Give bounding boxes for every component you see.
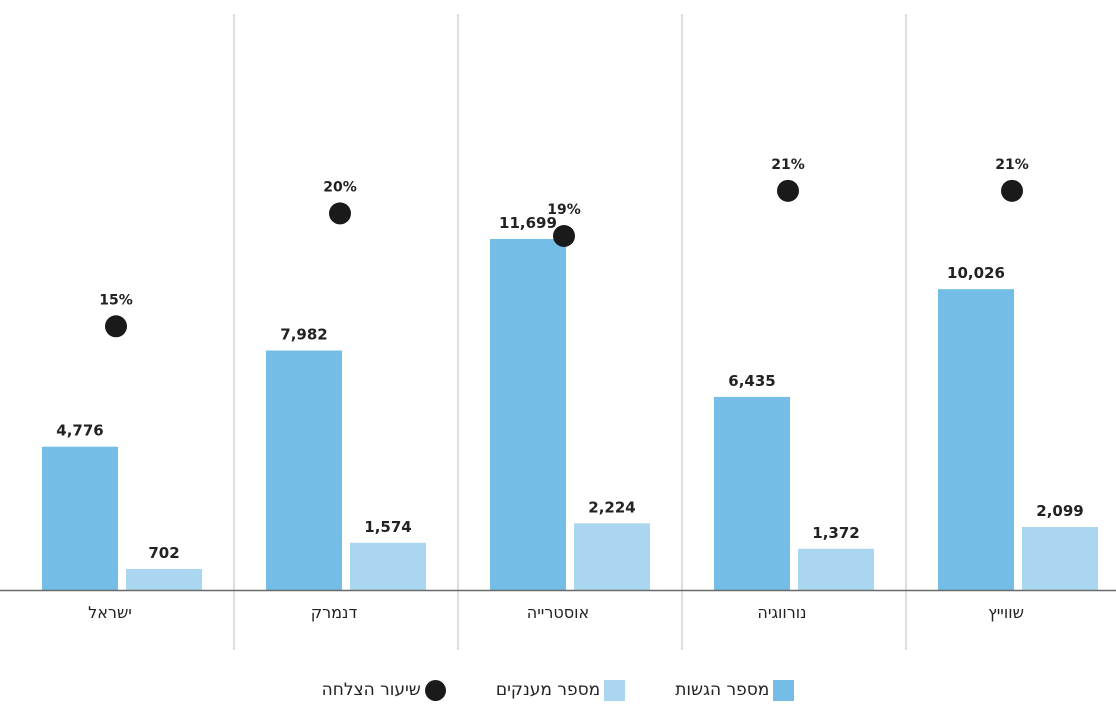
- success-rate-dot: [777, 179, 799, 202]
- legend-item-grantees: מספר מענקים: [495, 679, 626, 701]
- legend-item-success-rate: שיעור הצלחה: [321, 679, 446, 701]
- bar-grantees: [574, 523, 650, 590]
- x-tick-label: אוסטרייה: [527, 603, 589, 622]
- legend-swatch-submissions: [773, 679, 795, 701]
- data-label-grantees: 702: [148, 544, 179, 562]
- data-label-submissions: 4,776: [56, 422, 103, 440]
- bar-grantees: [1022, 527, 1098, 590]
- legend-label-grantees: מספר מענקים: [495, 680, 601, 700]
- x-tick-label: דנמרק: [311, 603, 358, 622]
- x-tick-label: ישראל: [88, 603, 132, 622]
- success-rate-dot: [329, 202, 351, 225]
- success-rate-dot: [553, 224, 575, 247]
- legend-dot-success-rate: [424, 679, 446, 701]
- bar-submissions: [266, 350, 342, 590]
- data-label-grantees: 2,099: [1036, 502, 1083, 520]
- bar-submissions: [42, 446, 118, 590]
- data-label-success-rate: 21%: [771, 157, 805, 173]
- data-label-grantees: 1,372: [812, 524, 859, 542]
- bar-grantees: [126, 568, 202, 590]
- data-label-grantees: 1,574: [364, 518, 411, 536]
- data-label-success-rate: 19%: [547, 202, 581, 218]
- legend-label-submissions: מספר הגשות: [675, 680, 770, 700]
- bar-submissions: [490, 239, 566, 590]
- bar-grantees: [798, 548, 874, 590]
- legend-label-success-rate: שיעור הצלחה: [321, 680, 421, 700]
- legend-swatch-grantees: [604, 679, 626, 701]
- legend-item-submissions: מספר הגשות: [675, 679, 795, 701]
- success-rate-dot: [1001, 179, 1023, 202]
- data-label-submissions: 7,982: [280, 326, 327, 344]
- x-tick-label: נורווגיה: [757, 603, 806, 622]
- data-label-submissions: 10,026: [947, 264, 1005, 282]
- bar-grantees: [350, 542, 426, 590]
- data-label-grantees: 2,224: [588, 498, 635, 516]
- bar-submissions: [714, 396, 790, 590]
- bar-chart: 4,776 702 15% ישראל 7,982 1,574 20% דנמרק 11,699…: [0, 14, 1116, 650]
- success-rate-dot: [105, 315, 127, 338]
- data-label-submissions: 11,699: [499, 214, 557, 232]
- data-label-success-rate: 20%: [323, 179, 357, 195]
- bar-submissions: [938, 289, 1014, 590]
- x-tick-label: שווייץ: [988, 603, 1024, 622]
- legend: מספר הגשות מספר מענקים שיעור הצלחה: [0, 676, 1116, 704]
- data-label-success-rate: 15%: [99, 292, 133, 308]
- data-label-success-rate: 21%: [995, 157, 1029, 173]
- data-label-submissions: 6,435: [728, 372, 775, 390]
